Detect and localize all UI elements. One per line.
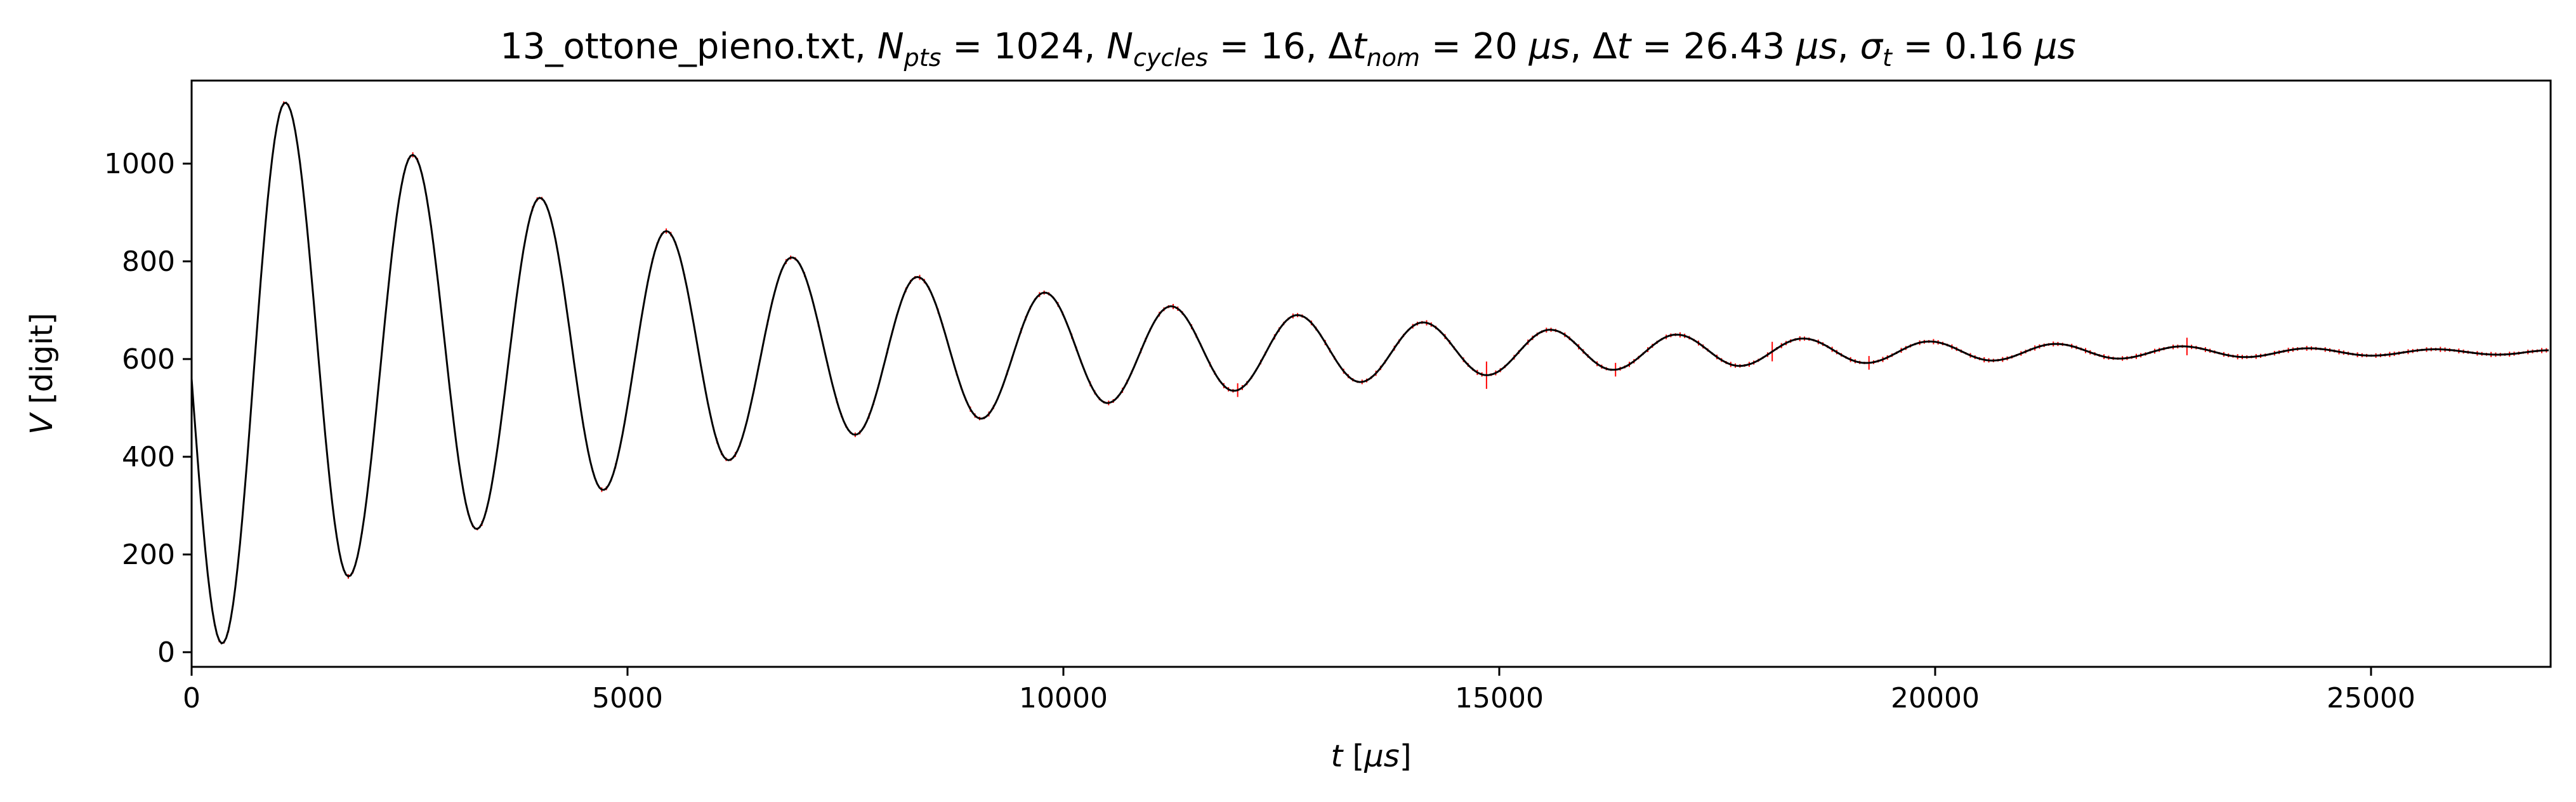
title-npts: 1024 — [994, 26, 1084, 67]
x-tick-label: 0 — [183, 682, 200, 714]
signal-line — [192, 102, 2549, 645]
plot-area — [192, 101, 2549, 645]
title-sigma: 0.16 — [1944, 26, 2023, 67]
axes-frame — [190, 79, 2552, 668]
y-tick-label: 400 — [122, 441, 175, 473]
y-tick-label: 600 — [122, 343, 175, 376]
x-tick-label: 25000 — [2327, 682, 2415, 714]
y-axis-label: V [digit] — [24, 313, 60, 435]
x-tick-label: 15000 — [1455, 682, 1544, 714]
title-file: 13_ottone_pieno.txt — [500, 26, 855, 67]
y-tick-label: 800 — [122, 246, 175, 278]
title-unit-2: μs — [1796, 26, 1837, 67]
y-tick-label: 200 — [122, 539, 175, 571]
y-axis-ticks: 0 200 400 600 800 1000 — [104, 148, 192, 669]
y-tick-label: 0 — [157, 636, 175, 669]
title-unit-1: μs — [1528, 26, 1570, 67]
x-axis-label: t [μs] — [1331, 739, 1411, 774]
y-tick-label: 1000 — [104, 148, 175, 180]
x-tick-label: 5000 — [592, 682, 663, 714]
title-ncycles: 16 — [1261, 26, 1306, 67]
title-unit-3: μs — [2034, 26, 2076, 67]
x-tick-label: 10000 — [1019, 682, 1108, 714]
title-dtnom: 20 — [1473, 26, 1518, 67]
title-dt: 26.43 — [1683, 26, 1785, 67]
x-tick-label: 20000 — [1891, 682, 1980, 714]
chart-title: 13_ottone_pieno.txt, Npts = 1024, Ncycle… — [500, 26, 2075, 72]
x-axis-ticks: 0 5000 10000 15000 20000 25000 — [183, 667, 2415, 714]
